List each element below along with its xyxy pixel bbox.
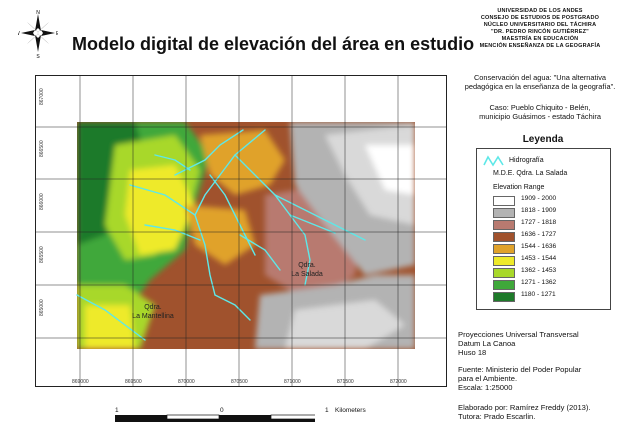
legend-swatch <box>493 244 515 254</box>
y-tick-label: 865000 <box>39 299 45 316</box>
institution-line: MAESTRÍA EN EDUCACIÓN <box>501 36 579 42</box>
scale-unit: Kilometers <box>335 407 366 414</box>
place-label-la-salada: La Salada <box>291 271 323 278</box>
legend-swatch <box>493 232 515 242</box>
hydrography-streams <box>76 129 366 341</box>
north-arrow-compass: N S W E <box>15 8 60 60</box>
institution-line: "DR. PEDRO RINCÓN GUTIÉRREZ" <box>491 29 589 35</box>
x-tick-label: 870000 <box>178 379 195 385</box>
x-tick-label: 871500 <box>337 379 354 385</box>
y-tick-label: 866500 <box>39 140 45 157</box>
scale-label-zero: 0 <box>220 407 224 414</box>
source-info: Fuente: Ministerio del Poder Popular par… <box>458 365 582 392</box>
legend-range-label: 1453 - 1544 <box>521 255 557 262</box>
legend-swatch <box>493 196 515 206</box>
legend-hydro-label: Hidrografía <box>509 157 544 164</box>
elevation-map: 867000 866500 866000 865500 865000 86900… <box>35 75 447 387</box>
compass-south: S <box>36 54 40 58</box>
scale-label-right: 1 <box>325 407 329 414</box>
legend-title: Leyenda <box>522 134 564 145</box>
legend-range-label: 1362 - 1453 <box>521 267 557 274</box>
legend-swatch <box>493 256 515 266</box>
legend-swatch <box>493 280 515 290</box>
legend-range-label: 1271 - 1362 <box>521 279 557 286</box>
legend-box: Hidrografía M.D.E. Qdra. La Salada Eleva… <box>476 148 611 310</box>
legend-range-label: 1818 - 1909 <box>521 207 557 214</box>
compass-north: N <box>36 10 40 16</box>
hydrography-icon <box>483 155 504 167</box>
scale-bar: 1 0 1 Kilometers <box>115 405 366 430</box>
legend-dem-label: M.D.E. Qdra. La Salada <box>493 170 568 177</box>
institution-line: UNIVERSIDAD DE LOS ANDES <box>497 8 583 14</box>
institution-line: CONSEJO DE ESTUDIOS DE POSTGRADO <box>480 15 600 21</box>
legend-range-label: 1636 - 1727 <box>521 231 557 238</box>
map-title: Modelo digital de elevación del área en … <box>72 34 475 54</box>
legend-range-label: 1909 - 2000 <box>521 195 557 202</box>
legend-range-label: 1180 - 1271 <box>521 291 556 298</box>
legend-range-label: 1544 - 1636 <box>521 243 557 250</box>
y-tick-label: 866000 <box>39 193 45 210</box>
place-label-la-mantellina: Qdra. <box>144 304 162 311</box>
legend-swatch <box>493 220 515 230</box>
x-tick-label: 870500 <box>231 379 248 385</box>
compass-east: E <box>56 31 58 37</box>
institution-line: NÚCLEO UNIVERSITARIO DEL TÁCHIRA <box>483 22 597 28</box>
legend-range-label: 1727 - 1818 <box>521 219 557 226</box>
institution-line: MENCIÓN ENSEÑANZA DE LA GEOGRAFÍA <box>479 43 601 49</box>
case-description: Caso: Pueblo Chiquito - Belén, municipio… <box>479 103 601 121</box>
x-tick-label: 872000 <box>390 379 407 385</box>
place-label-la-salada: Qdra. <box>298 262 316 269</box>
x-tick-label: 869000 <box>72 379 89 385</box>
legend-swatch <box>493 208 515 218</box>
legend-swatch <box>493 292 515 302</box>
scale-label-left: 1 <box>115 407 119 414</box>
author-info: Elaborado por: Ramírez Freddy (2013). Tu… <box>458 403 591 421</box>
projection-info: Proyecciones Universal Transversal Datum… <box>458 330 579 357</box>
compass-west: W <box>18 31 20 37</box>
place-label-la-mantellina: La Mantellina <box>132 313 174 320</box>
project-description: Conservación del agua: "Una alternativa … <box>464 73 616 91</box>
y-tick-label: 867000 <box>39 88 45 105</box>
y-tick-label: 865500 <box>39 246 45 263</box>
x-tick-label: 869500 <box>125 379 142 385</box>
legend-swatch <box>493 268 515 278</box>
legend-range-title: Elevation Range <box>493 184 545 191</box>
x-tick-label: 871000 <box>284 379 301 385</box>
institution-header: UNIVERSIDAD DE LOS ANDES CONSEJO DE ESTU… <box>455 8 625 50</box>
map-grid <box>35 75 447 387</box>
